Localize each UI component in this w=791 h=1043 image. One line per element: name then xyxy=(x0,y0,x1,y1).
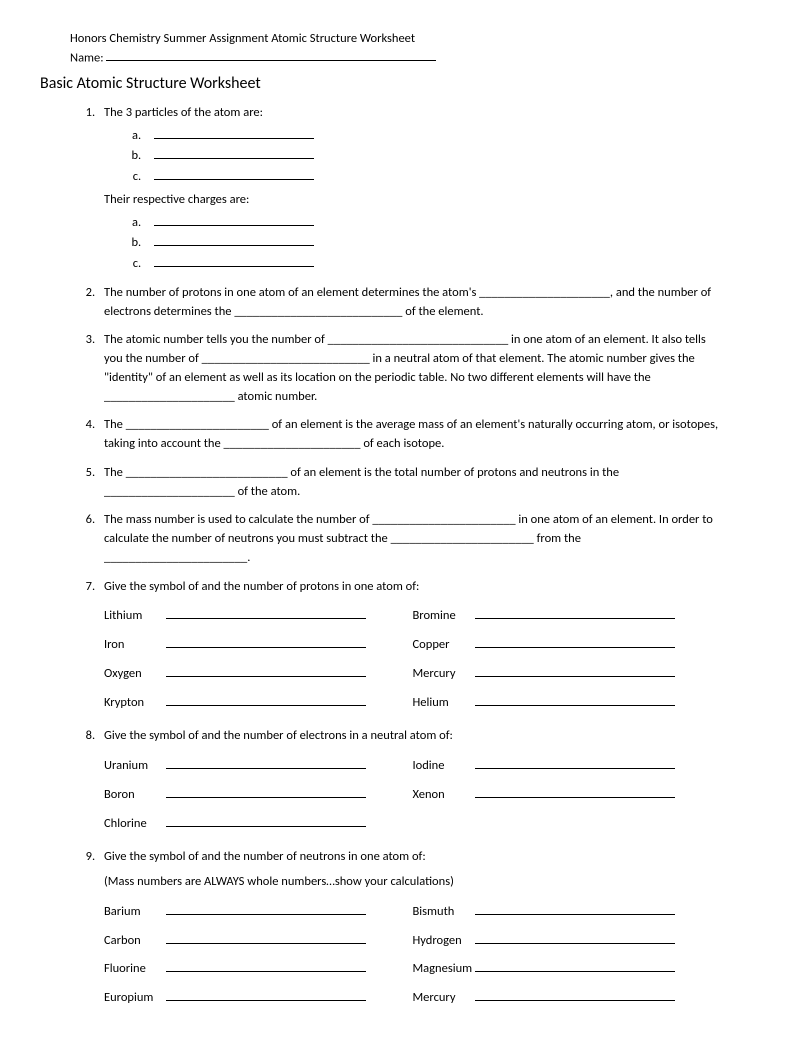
question-3: The atomic number tells you the number o… xyxy=(98,331,721,406)
worksheet-page: Honors Chemistry Summer Assignment Atomi… xyxy=(0,0,791,1043)
q7-prompt: Give the symbol of and the number of pro… xyxy=(104,579,419,594)
blank[interactable] xyxy=(475,757,675,769)
blank[interactable] xyxy=(154,235,314,247)
question-2: The number of protons in one atom of an … xyxy=(98,284,721,322)
blank[interactable] xyxy=(475,665,675,677)
element-row: Uranium xyxy=(104,757,413,776)
q8-elements: Uranium Iodine Boron Xenon Chlorine xyxy=(104,752,721,838)
list-item xyxy=(144,168,721,187)
blank[interactable] xyxy=(475,961,675,973)
name-row: Name: xyxy=(70,49,721,68)
blank[interactable] xyxy=(475,608,675,620)
q1-prompt: The 3 particles of the atom are: xyxy=(104,105,263,120)
name-label: Name: xyxy=(70,50,104,65)
list-item xyxy=(144,127,721,146)
page-title: Basic Atomic Structure Worksheet xyxy=(40,72,721,96)
question-list: The 3 particles of the atom are: Their r… xyxy=(70,104,721,1013)
list-item xyxy=(144,234,721,253)
q3-text: The atomic number tells you the number o… xyxy=(104,332,706,403)
blank[interactable] xyxy=(166,694,366,706)
blank[interactable] xyxy=(166,989,366,1001)
blank[interactable] xyxy=(475,989,675,1001)
q7-elements: Lithium Bromine Iron Copper Oxygen Mercu… xyxy=(104,602,721,717)
blank[interactable] xyxy=(154,168,314,180)
blank[interactable] xyxy=(475,694,675,706)
q1-followup: Their respective charges are: xyxy=(104,192,249,207)
blank[interactable] xyxy=(475,903,675,915)
element-row: Hydrogen xyxy=(413,932,722,951)
question-6: The mass number is used to calculate the… xyxy=(98,511,721,567)
blank[interactable] xyxy=(166,608,366,620)
blank[interactable] xyxy=(475,932,675,944)
list-item xyxy=(144,255,721,274)
element-row: Copper xyxy=(413,636,722,655)
q2-text: The number of protons in one atom of an … xyxy=(104,285,711,319)
element-row: Krypton xyxy=(104,694,413,713)
element-row: Oxygen xyxy=(104,665,413,684)
question-4: The _______________________ of an elemen… xyxy=(98,416,721,454)
element-row: Bromine xyxy=(413,607,722,626)
question-8: Give the symbol of and the number of ele… xyxy=(98,727,721,838)
blank[interactable] xyxy=(166,815,366,827)
question-7: Give the symbol of and the number of pro… xyxy=(98,578,721,718)
list-item xyxy=(144,214,721,233)
course-header: Honors Chemistry Summer Assignment Atomi… xyxy=(70,30,721,49)
question-5: The __________________________ of an ele… xyxy=(98,464,721,502)
q1-sublist-b xyxy=(104,214,721,274)
element-row: Carbon xyxy=(104,932,413,951)
q1-sublist-a xyxy=(104,127,721,187)
element-row: Boron xyxy=(104,786,413,805)
blank[interactable] xyxy=(166,903,366,915)
question-1: The 3 particles of the atom are: Their r… xyxy=(98,104,721,274)
blank[interactable] xyxy=(166,786,366,798)
blank[interactable] xyxy=(166,665,366,677)
element-row: Xenon xyxy=(413,786,722,805)
blank[interactable] xyxy=(166,757,366,769)
blank[interactable] xyxy=(154,148,314,160)
element-row: Chlorine xyxy=(104,815,413,834)
blank[interactable] xyxy=(154,127,314,139)
blank[interactable] xyxy=(154,255,314,267)
element-row: Mercury xyxy=(413,665,722,684)
element-row: Europium xyxy=(104,989,413,1008)
blank[interactable] xyxy=(154,214,314,226)
q9-prompt: Give the symbol of and the number of neu… xyxy=(104,849,426,864)
element-row: Fluorine xyxy=(104,960,413,979)
blank[interactable] xyxy=(475,786,675,798)
element-row: Lithium xyxy=(104,607,413,626)
q9-elements: Barium Bismuth Carbon Hydrogen Fluorine … xyxy=(104,898,721,1013)
blank[interactable] xyxy=(166,932,366,944)
element-row: Helium xyxy=(413,694,722,713)
element-row: Barium xyxy=(104,903,413,922)
name-blank[interactable] xyxy=(106,49,436,61)
q6-text: The mass number is used to calculate the… xyxy=(104,512,713,565)
question-9: Give the symbol of and the number of neu… xyxy=(98,848,721,1013)
list-item xyxy=(144,147,721,166)
q8-prompt: Give the symbol of and the number of ele… xyxy=(104,728,453,743)
q4-text: The _______________________ of an elemen… xyxy=(104,417,718,451)
element-row: Iron xyxy=(104,636,413,655)
element-row: Iodine xyxy=(413,757,722,776)
blank[interactable] xyxy=(166,636,366,648)
q5-text: The __________________________ of an ele… xyxy=(104,465,619,499)
blank[interactable] xyxy=(166,961,366,973)
element-row: Magnesium xyxy=(413,960,722,979)
q9-note: (Mass numbers are ALWAYS whole numbers…s… xyxy=(104,873,721,892)
element-row: Bismuth xyxy=(413,903,722,922)
element-row: Mercury xyxy=(413,989,722,1008)
blank[interactable] xyxy=(475,636,675,648)
